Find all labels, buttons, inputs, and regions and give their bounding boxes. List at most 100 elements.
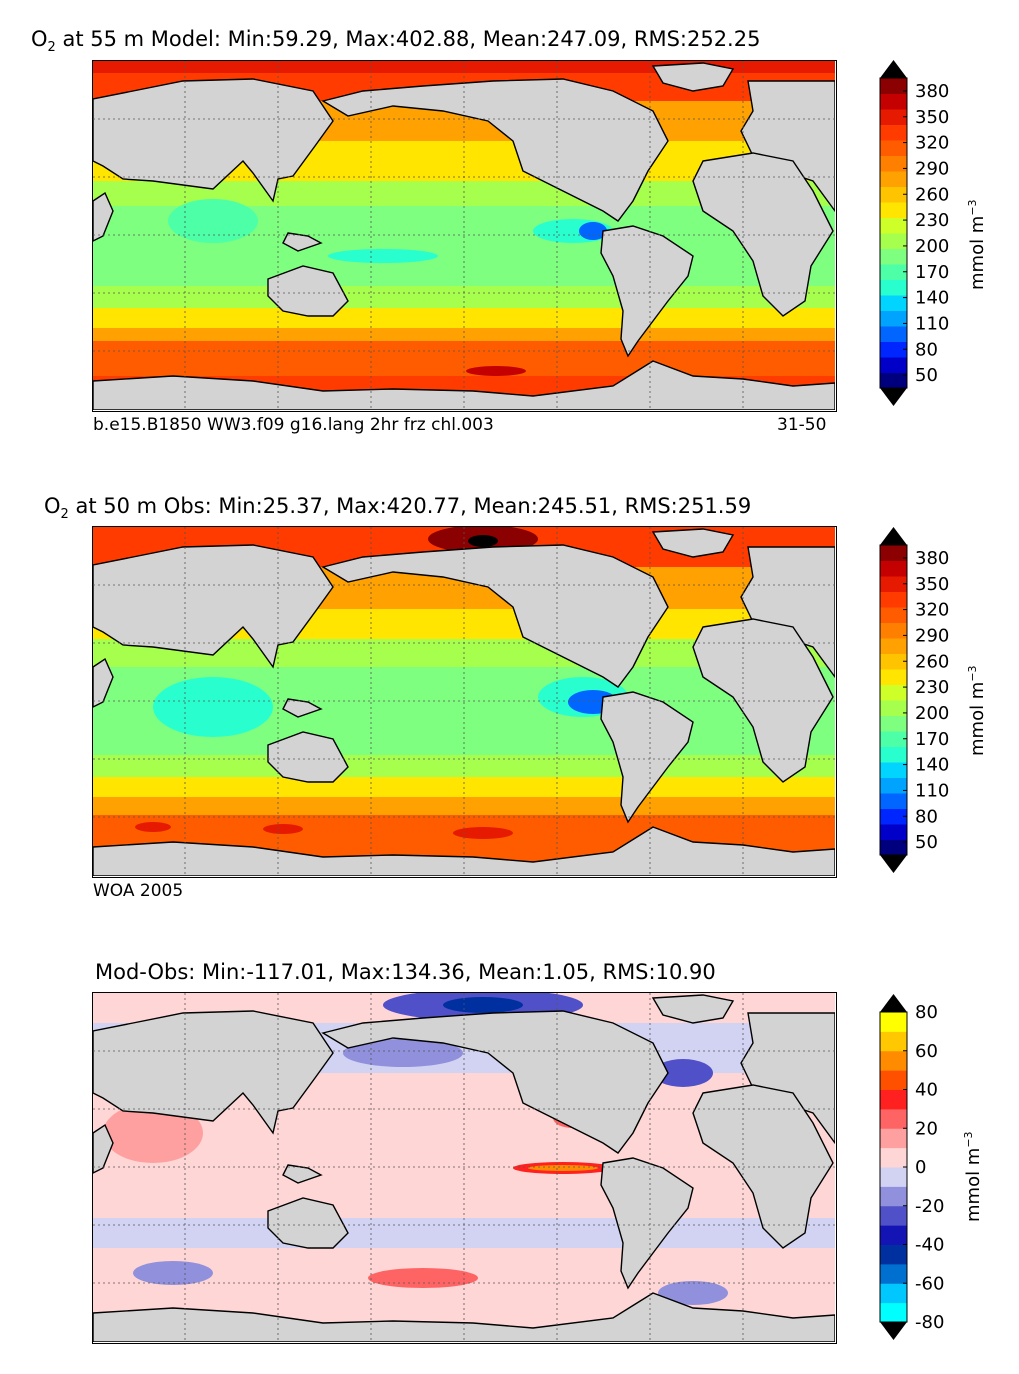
colorbar-tick-label: 80	[915, 806, 938, 827]
om-east-pacific-core	[579, 222, 607, 240]
obs-map-svg	[93, 527, 835, 876]
colorbar-tick-label: 230	[915, 677, 949, 698]
colorbar-tick-label: 80	[915, 1002, 938, 1023]
colorbar-swatch	[880, 746, 907, 763]
obs-map	[92, 526, 837, 878]
colorbar-swatch	[880, 341, 907, 358]
colorbar-swatch	[880, 1283, 907, 1304]
diff-arctic-neg-core	[443, 997, 523, 1013]
north-america	[321, 78, 669, 222]
colorbar-swatch	[880, 1108, 907, 1129]
om-indian	[153, 677, 273, 737]
colorbar-tick-label: -40	[915, 1235, 944, 1256]
diff-gridlines	[93, 993, 835, 1342]
colorbar-extend-min	[880, 388, 907, 406]
colorbar-swatch	[880, 295, 907, 311]
band-south-mid	[93, 328, 835, 341]
indonesia	[282, 232, 323, 252]
colorbar-swatch	[880, 700, 907, 716]
colorbar-swatch	[880, 669, 907, 685]
colorbar-swatch	[880, 777, 907, 794]
colorbar-extend-max	[880, 60, 907, 78]
africa-west-edge	[93, 657, 114, 708]
diff-colorbar: 80 60 40 20 0 -20 -40 -60 -80	[879, 992, 970, 1352]
antarctica	[93, 826, 835, 876]
model-colorbar-svg: 380 350 320 290 260 230 200 170 140 110 80 50	[879, 60, 949, 406]
obs-continents	[93, 528, 835, 876]
colorbar-swatch	[880, 638, 907, 654]
colorbar-tick-label: 380	[915, 81, 949, 102]
colorbar-swatch	[880, 1167, 907, 1187]
colorbar-swatch	[880, 622, 907, 639]
colorbar-swatch	[880, 793, 907, 809]
colorbar-swatch	[880, 1186, 907, 1207]
model-gridlines	[93, 61, 835, 410]
greenland	[651, 528, 735, 558]
antarctica	[93, 360, 835, 410]
colorbar-tick-label: 0	[915, 1157, 926, 1178]
diff-np-neg	[343, 1039, 463, 1067]
diff-na-neg	[653, 1059, 713, 1087]
arctic-max-core	[468, 535, 498, 547]
diff-indian-pos	[103, 1103, 203, 1163]
colorbar-swatch	[880, 372, 907, 389]
colorbar-tick-label: 350	[915, 574, 949, 595]
colorbar-extend-min	[880, 1322, 907, 1340]
diff-so-pos-1	[368, 1268, 478, 1288]
colorbar-swatch	[880, 1070, 907, 1090]
colorbar-swatch	[880, 591, 907, 608]
colorbar-tick-label: 260	[915, 184, 949, 205]
diff-colorbar-unit: mmol m−3	[962, 1131, 984, 1222]
obs-caption-left: WOA 2005	[93, 881, 184, 901]
indonesia	[282, 1164, 323, 1184]
greenland	[651, 62, 735, 92]
colorbar-tick-label: 60	[915, 1041, 938, 1062]
model-title: O2 at 55 m Model: Min:59.29, Max:402.88,…	[31, 27, 761, 56]
colorbar-tick-label: 170	[915, 729, 949, 750]
colorbar-extend-min	[880, 855, 907, 873]
colorbar-swatch	[880, 1012, 907, 1032]
colorbar-tick-label: 380	[915, 548, 949, 569]
colorbar-swatch	[880, 279, 907, 296]
africa-west-edge	[93, 191, 114, 242]
colorbar-tick-label: 140	[915, 755, 949, 776]
high-southern	[466, 366, 526, 376]
colorbar-tick-label: 140	[915, 288, 949, 309]
colorbar-swatch	[880, 310, 907, 327]
colorbar-swatch	[880, 93, 907, 110]
colorbar-tick-label: 200	[915, 236, 949, 257]
colorbar-swatch	[880, 560, 907, 577]
south-america	[600, 691, 694, 824]
obs-title: O2 at 50 m Obs: Min:25.37, Max:420.77, M…	[44, 494, 752, 523]
colorbar-tick-label: 20	[915, 1118, 938, 1139]
colorbar-tick-label: 170	[915, 262, 949, 283]
colorbar-swatch	[880, 684, 907, 701]
colorbar-swatch	[880, 109, 907, 125]
colorbar-swatch	[880, 762, 907, 778]
colorbar-tick-label: 50	[915, 832, 938, 853]
so-max-2	[263, 824, 303, 834]
colorbar-tick-label: 260	[915, 651, 949, 672]
colorbar-swatch	[880, 264, 907, 280]
colorbar-swatch	[880, 326, 907, 342]
obs-colorbar: 380 350 320 290 260 230 200 170 140 110 80 50	[879, 525, 970, 885]
colorbar-swatch	[880, 1089, 907, 1110]
colorbar-swatch	[880, 1244, 907, 1265]
colorbar-swatch	[880, 186, 907, 203]
diff-map	[92, 992, 837, 1344]
africa	[692, 618, 834, 783]
colorbar-tick-label: -80	[915, 1312, 944, 1333]
colorbar-swatch	[880, 78, 907, 94]
colorbar-tick-label: 320	[915, 600, 949, 621]
colorbar-swatch	[880, 545, 907, 561]
colorbar-tick-label: -60	[915, 1273, 944, 1294]
diff-so-neg-2	[658, 1281, 728, 1305]
colorbar-swatch	[880, 1225, 907, 1245]
north-america	[321, 1010, 669, 1154]
antarctica	[93, 1292, 835, 1342]
colorbar-extend-max	[880, 527, 907, 545]
model-map	[92, 60, 837, 412]
colorbar-tick-label: 290	[915, 158, 949, 179]
obs-gridlines	[93, 527, 835, 876]
colorbar-swatch	[880, 217, 907, 234]
